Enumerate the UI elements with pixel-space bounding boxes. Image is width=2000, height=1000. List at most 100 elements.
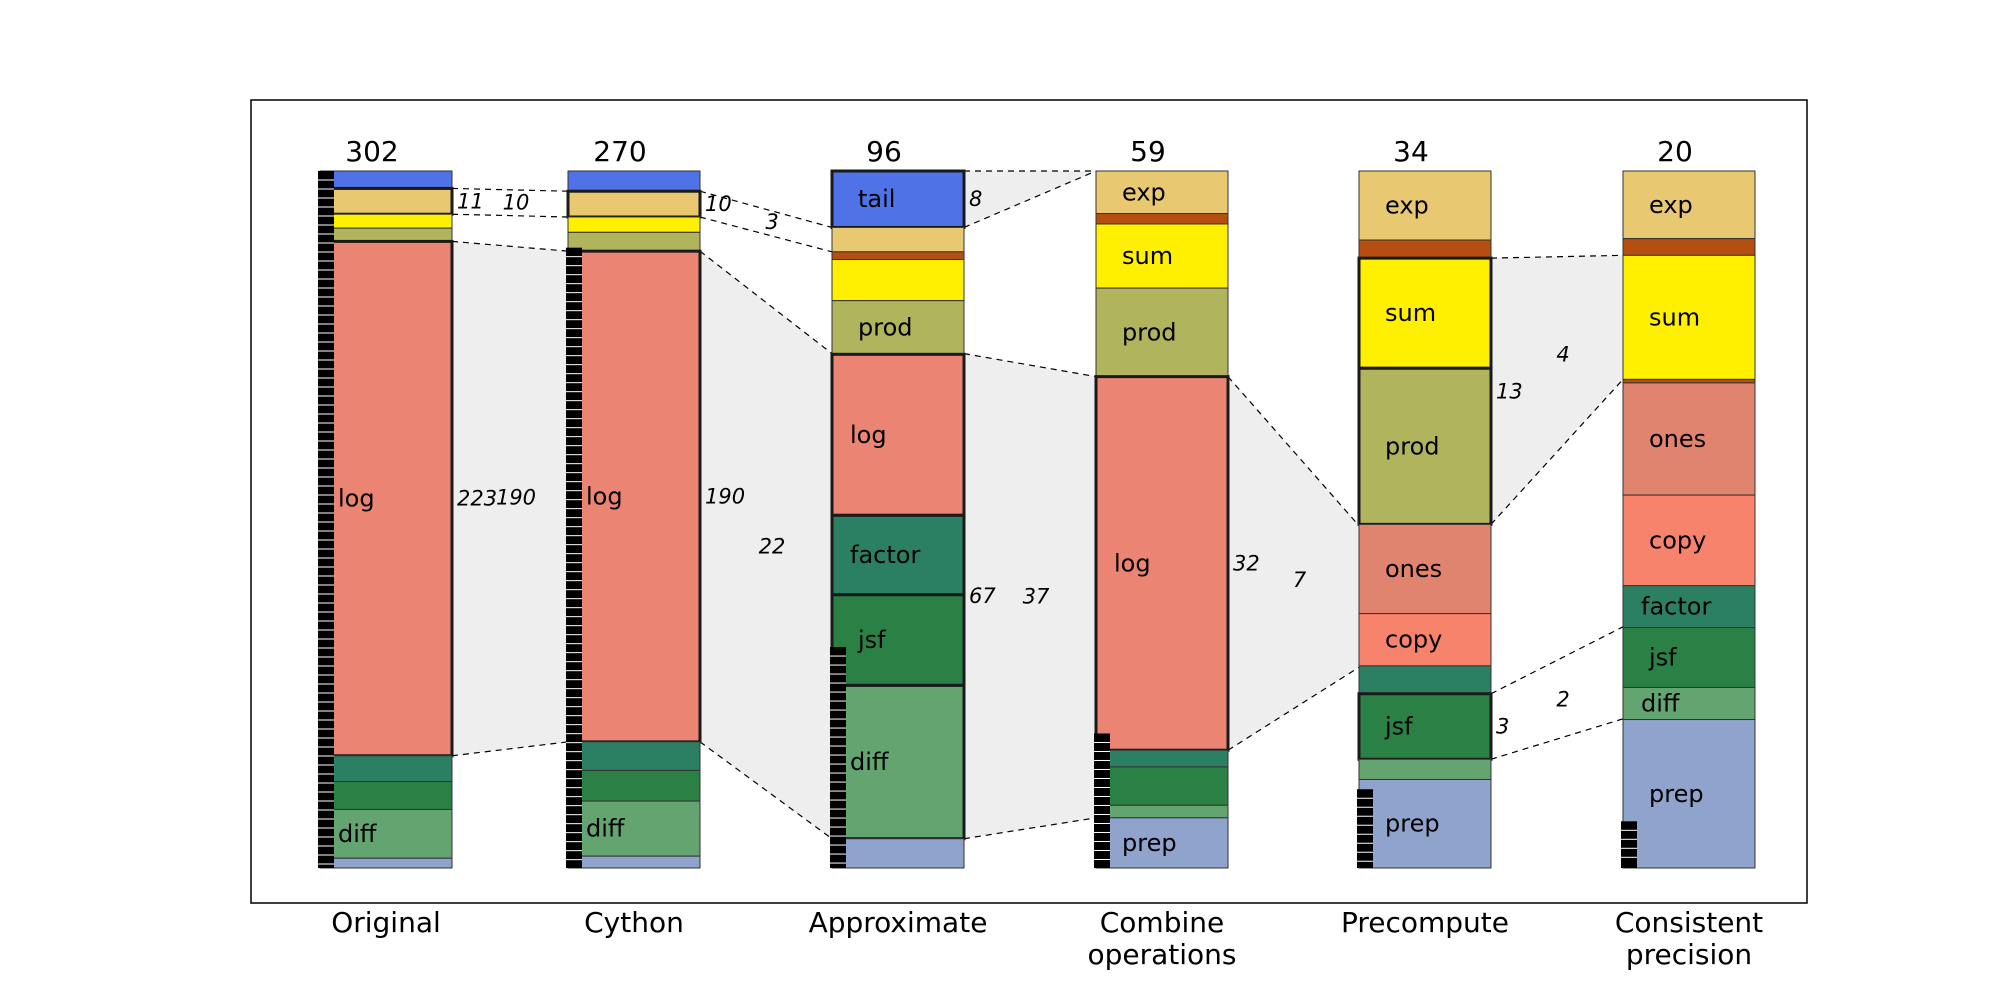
segment-label: factor — [850, 541, 920, 569]
bar-segment-prep — [1358, 778, 1492, 869]
connector-line — [1490, 626, 1624, 695]
segment-label: log — [850, 421, 887, 449]
category-label: Original — [331, 906, 441, 939]
column-total: 96 — [866, 135, 902, 168]
category-label-line: operations — [1087, 938, 1236, 971]
bar-segment-exp — [566, 189, 702, 219]
connector-fill — [1491, 255, 1623, 525]
transition-time-label: 3 — [765, 210, 778, 234]
segment-label: diff — [1641, 690, 1680, 718]
category-label: Consistent precision — [1615, 906, 1763, 971]
bar-segment-prod — [1357, 366, 1493, 526]
category-label-line: Precompute — [1341, 906, 1509, 939]
transition-time-label: 22 — [759, 534, 786, 558]
connector-line — [699, 250, 833, 355]
segment-label: diff — [586, 815, 625, 843]
bar-segment-factor — [830, 513, 966, 597]
bar-segment-exp2 — [831, 251, 965, 261]
segment-label: diff — [338, 820, 377, 848]
category-label: Approximate — [809, 906, 988, 939]
connector-line — [451, 187, 569, 192]
bar-segment-sum — [1622, 254, 1756, 380]
transition-time-label: 4 — [1556, 342, 1569, 366]
segment-label: sum — [1122, 242, 1173, 270]
bar-segment-exp2 — [1622, 378, 1756, 384]
bar-segment-prep — [1095, 817, 1229, 869]
bar-segment-sum — [1357, 256, 1493, 370]
transition-time-label: 32 — [1233, 551, 1260, 575]
connector-fill — [700, 251, 832, 839]
connector-line — [1490, 254, 1624, 259]
marker-strip — [830, 647, 846, 868]
connector-line — [699, 216, 833, 253]
bar-segment-diff — [1358, 758, 1492, 780]
bar-segment-exp — [318, 186, 454, 216]
segment-label: exp — [1122, 178, 1166, 206]
plot-frame — [250, 99, 1808, 904]
connector-line — [1227, 376, 1360, 527]
bar-segment-jsf — [1357, 692, 1493, 761]
bar-segment-sum — [831, 259, 965, 302]
segment-label: prep — [1385, 810, 1440, 838]
bar-segment-prep — [319, 857, 453, 869]
bar-segment-diff — [830, 683, 966, 841]
transition-time-label: 190 — [496, 486, 536, 510]
transition-time-label: 13 — [1496, 379, 1523, 403]
bar-segment-diff — [1095, 804, 1229, 819]
bar-segment-diff — [319, 808, 453, 859]
segment-label: prep — [1649, 780, 1704, 808]
bar-segment-jsf — [1095, 766, 1229, 806]
bar-segment-copy — [1622, 494, 1756, 587]
transition-time-label: 37 — [1023, 585, 1050, 609]
bar-segment-jsf — [567, 769, 701, 802]
transition-time-label: 11 — [457, 189, 484, 213]
transition-time-label: 2 — [1556, 688, 1569, 712]
connector-line — [1227, 666, 1360, 751]
connector-line — [451, 213, 569, 218]
connector-line — [963, 353, 1097, 378]
category-label-line: Cython — [584, 906, 684, 939]
bar-segment-exp2 — [1358, 239, 1492, 259]
transition-time-label: 3 — [1496, 715, 1509, 739]
bar-segment-tail — [567, 170, 701, 192]
bar-segment-log — [566, 249, 702, 744]
bar-segment-factor — [1095, 749, 1229, 768]
column-total: 20 — [1657, 135, 1693, 168]
transition-time-label: 67 — [969, 584, 996, 608]
segment-label: sum — [1649, 303, 1700, 331]
bar-segment-prep — [1622, 719, 1756, 869]
segment-label: copy — [1385, 626, 1442, 654]
segment-label: prod — [858, 313, 913, 341]
connector-layer — [451, 170, 1624, 840]
column-total: 302 — [345, 135, 398, 168]
bar-segment-jsf — [830, 593, 966, 687]
category-label-line: precision — [1626, 938, 1752, 971]
bar-segment-factor — [319, 755, 453, 783]
bar-segment-tail — [319, 170, 453, 189]
connector-line — [451, 741, 569, 757]
segment-label: copy — [1649, 526, 1706, 554]
segment-label: jsf — [857, 626, 886, 654]
category-label: Combine operations — [1087, 906, 1236, 971]
segment-label: ones — [1385, 555, 1442, 583]
segment-label: sum — [1385, 299, 1436, 327]
column-total: 59 — [1130, 135, 1166, 168]
transition-time-label: 10 — [705, 192, 732, 216]
segment-label: diff — [850, 748, 889, 776]
segment-label: jsf — [1648, 644, 1677, 672]
bar-segment-log — [1094, 375, 1230, 752]
bar-segment-exp — [831, 226, 965, 253]
bar-segment-exp — [1622, 170, 1756, 240]
category-label-line: Original — [331, 906, 441, 939]
connector-line — [699, 190, 833, 229]
marker-strip — [1357, 789, 1373, 868]
bar-segment-sum — [319, 213, 453, 229]
bar-segment-prod — [319, 227, 453, 242]
connector-line — [699, 741, 833, 840]
segment-label: ones — [1649, 425, 1706, 453]
segment-label: log — [338, 485, 375, 513]
connector-fill — [1228, 376, 1359, 751]
marker-strip — [318, 171, 334, 868]
bar-segment-jsf — [319, 781, 453, 810]
connector-line — [451, 240, 569, 252]
